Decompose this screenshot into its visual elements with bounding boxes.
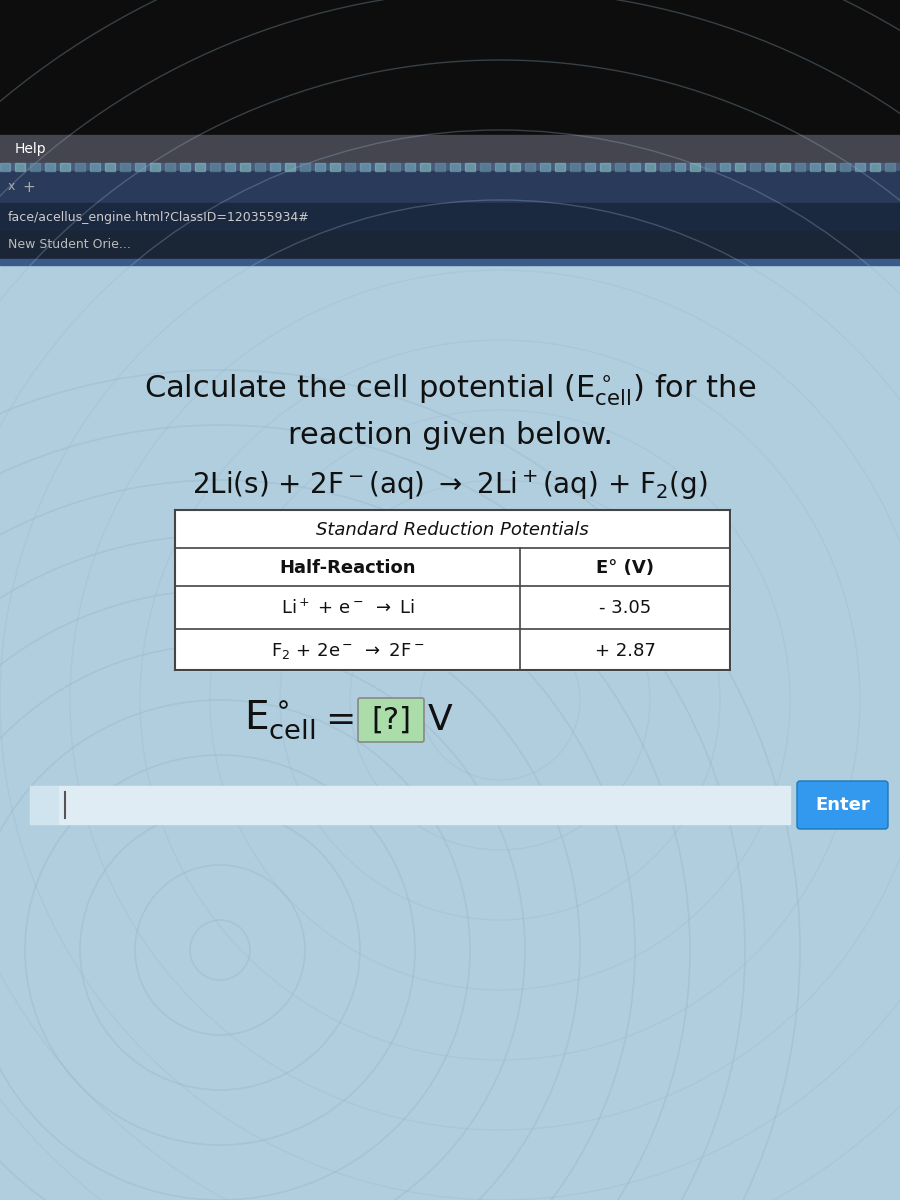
- Bar: [765, 163, 775, 170]
- Bar: [345, 163, 355, 170]
- Bar: [0, 265, 900, 1200]
- Bar: [225, 163, 235, 170]
- Bar: [175, 510, 730, 670]
- Bar: [180, 163, 190, 170]
- Bar: [645, 163, 655, 170]
- Bar: [270, 163, 280, 170]
- Bar: [780, 163, 790, 170]
- Bar: [585, 163, 595, 170]
- Bar: [840, 163, 850, 170]
- Bar: [510, 163, 520, 170]
- Bar: [675, 163, 685, 170]
- Bar: [630, 163, 640, 170]
- Text: - 3.05: - 3.05: [598, 599, 651, 617]
- Bar: [570, 163, 580, 170]
- Bar: [555, 163, 565, 170]
- Text: Calculate the cell potential (E$^\circ_\mathrm{cell}$) for the: Calculate the cell potential (E$^\circ_\…: [144, 372, 756, 408]
- Bar: [30, 786, 58, 824]
- Bar: [480, 163, 490, 170]
- Bar: [690, 163, 700, 170]
- Bar: [0, 163, 10, 170]
- Bar: [0, 134, 900, 163]
- Text: Enter: Enter: [815, 796, 870, 814]
- Bar: [405, 163, 415, 170]
- Bar: [540, 163, 550, 170]
- Text: Help: Help: [15, 142, 47, 156]
- Bar: [735, 163, 745, 170]
- Bar: [0, 203, 900, 230]
- Text: Standard Reduction Potentials: Standard Reduction Potentials: [316, 521, 589, 539]
- Bar: [60, 163, 70, 170]
- Bar: [495, 163, 505, 170]
- Text: F$_2$ + 2e$^-$ $\rightarrow$ 2F$^-$: F$_2$ + 2e$^-$ $\rightarrow$ 2F$^-$: [271, 641, 424, 661]
- FancyBboxPatch shape: [358, 698, 424, 742]
- Bar: [330, 163, 340, 170]
- Bar: [360, 163, 370, 170]
- Text: Half-Reaction: Half-Reaction: [279, 559, 416, 577]
- Bar: [255, 163, 265, 170]
- Bar: [600, 163, 610, 170]
- Bar: [885, 163, 895, 170]
- Bar: [750, 163, 760, 170]
- Bar: [120, 163, 130, 170]
- Text: 2Li(s) + 2F$^-$(aq) $\rightarrow$ 2Li$^+$(aq) + F$_2$(g): 2Li(s) + 2F$^-$(aq) $\rightarrow$ 2Li$^+…: [193, 468, 707, 502]
- Bar: [390, 163, 400, 170]
- Bar: [30, 786, 790, 824]
- Bar: [420, 163, 430, 170]
- Bar: [15, 163, 25, 170]
- Text: =: =: [325, 703, 356, 737]
- Bar: [465, 163, 475, 170]
- Bar: [150, 163, 160, 170]
- Bar: [720, 163, 730, 170]
- Bar: [525, 163, 535, 170]
- Text: Li$^+$ + e$^-$ $\rightarrow$ Li: Li$^+$ + e$^-$ $\rightarrow$ Li: [281, 599, 414, 618]
- Text: [?]: [?]: [371, 706, 411, 734]
- Text: x: x: [8, 180, 15, 193]
- Bar: [0, 163, 900, 170]
- Text: + 2.87: + 2.87: [595, 642, 655, 660]
- Bar: [855, 163, 865, 170]
- Bar: [135, 163, 145, 170]
- Bar: [0, 170, 900, 203]
- Bar: [105, 163, 115, 170]
- Bar: [450, 163, 460, 170]
- Bar: [165, 163, 175, 170]
- FancyBboxPatch shape: [797, 781, 888, 829]
- Bar: [75, 163, 85, 170]
- Bar: [30, 163, 40, 170]
- Bar: [660, 163, 670, 170]
- Bar: [825, 163, 835, 170]
- Bar: [285, 163, 295, 170]
- Text: E° (V): E° (V): [596, 559, 654, 577]
- Text: New Student Orie...: New Student Orie...: [8, 239, 130, 252]
- Bar: [870, 163, 880, 170]
- Bar: [0, 0, 900, 134]
- Text: reaction given below.: reaction given below.: [287, 420, 613, 450]
- Bar: [0, 230, 900, 259]
- Bar: [435, 163, 445, 170]
- Bar: [795, 163, 805, 170]
- Text: +: +: [22, 180, 35, 194]
- Bar: [300, 163, 310, 170]
- Bar: [705, 163, 715, 170]
- Text: V: V: [428, 703, 453, 737]
- Bar: [240, 163, 250, 170]
- Bar: [90, 163, 100, 170]
- Text: face/acellus_engine.html?ClassID=120355934#: face/acellus_engine.html?ClassID=1203559…: [8, 210, 310, 223]
- Bar: [195, 163, 205, 170]
- Bar: [0, 259, 900, 265]
- Bar: [615, 163, 625, 170]
- Bar: [210, 163, 220, 170]
- Bar: [45, 163, 55, 170]
- Text: E$^\circ_\mathrm{cell}$: E$^\circ_\mathrm{cell}$: [244, 698, 316, 742]
- Bar: [375, 163, 385, 170]
- Bar: [315, 163, 325, 170]
- Bar: [810, 163, 820, 170]
